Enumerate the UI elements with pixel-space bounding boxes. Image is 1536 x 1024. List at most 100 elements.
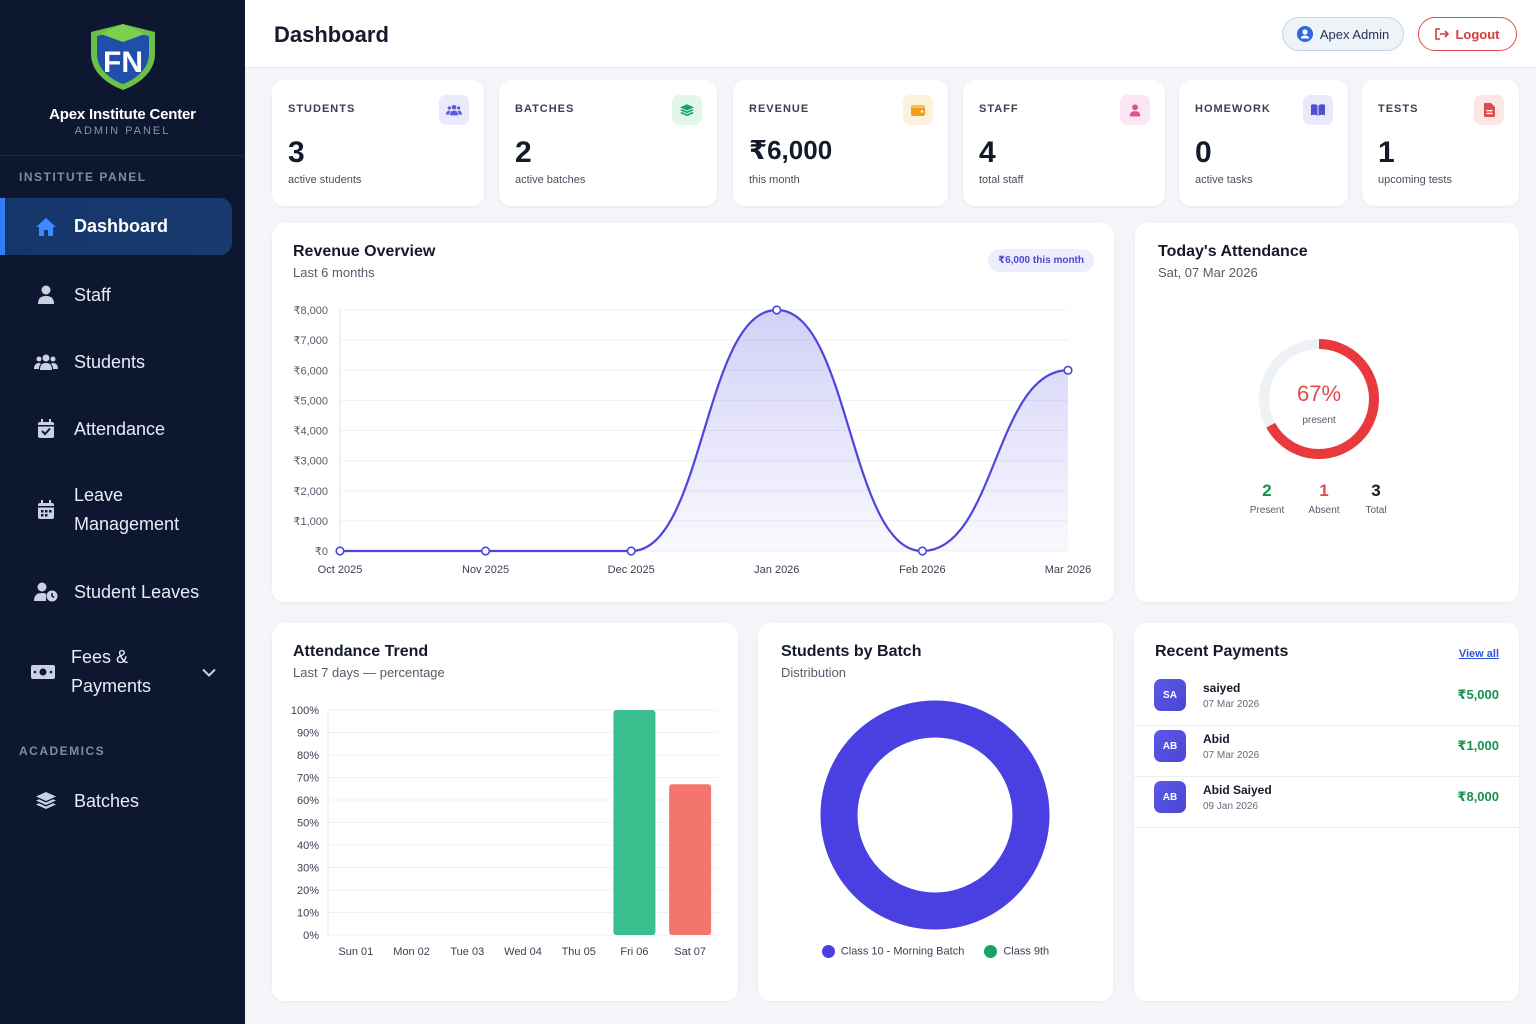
y-tick-label: 0% <box>303 930 319 942</box>
section-label-institute: INSTITUTE PANEL <box>19 170 147 184</box>
layers-icon <box>672 95 702 125</box>
revenue-point[interactable] <box>1063 365 1073 375</box>
y-tick-label: ₹5,000 <box>293 395 328 407</box>
sidebar-item-dashboard[interactable]: Dashboard <box>0 198 232 255</box>
revenue-point[interactable] <box>335 546 345 556</box>
sidebar: FN Apex Institute Center ADMIN PANEL INS… <box>0 0 245 1024</box>
users-icon <box>439 95 469 125</box>
trend-bar[interactable] <box>669 784 712 935</box>
payment-date: 09 Jan 2026 <box>1203 801 1259 812</box>
logout-icon <box>1435 28 1450 40</box>
payer-name: saiyed <box>1203 681 1241 695</box>
stat-label: STUDENTS <box>288 103 356 115</box>
sidebar-item-label: Dashboard <box>74 216 169 236</box>
avatar: AB <box>1154 730 1186 762</box>
sidebar-item-students[interactable]: Students <box>0 335 232 389</box>
y-tick-label: 80% <box>297 750 319 762</box>
stat-sub: upcoming tests <box>1378 174 1452 186</box>
avatar: AB <box>1154 781 1186 813</box>
section-label-academics: ACADEMICS <box>19 744 106 758</box>
y-tick-label: ₹0 <box>315 546 328 558</box>
legend-dot <box>984 945 998 958</box>
brand-name: Apex Institute Center <box>49 106 196 123</box>
y-tick-label: ₹2,000 <box>293 486 328 498</box>
y-tick-label: ₹3,000 <box>293 456 328 468</box>
svg-text:FN: FN <box>103 46 143 79</box>
logo-icon: FN <box>90 24 155 90</box>
payments-title: Recent Payments <box>1155 643 1289 660</box>
x-tick-label: Mar 2026 <box>1045 564 1091 576</box>
x-tick-label: Jan 2026 <box>754 564 799 576</box>
sidebar-item-fees-payments[interactable]: Fees & Payments <box>0 643 232 701</box>
y-tick-label: 70% <box>297 773 319 785</box>
revenue-point[interactable] <box>772 305 782 315</box>
logout-label: Logout <box>1455 26 1500 42</box>
stat-label: REVENUE <box>749 103 810 115</box>
batch-slice[interactable] <box>820 700 1050 930</box>
legend-item[interactable]: Class 10 - Morning Batch <box>821 945 965 958</box>
sidebar-item-label: Students <box>74 351 146 372</box>
payer-name: Abid Saiyed <box>1203 783 1272 797</box>
sidebar-item-label: Management <box>74 514 180 534</box>
present-count: 2 <box>1262 481 1272 500</box>
sidebar-item-leave-management[interactable]: Leave Management <box>0 480 232 540</box>
view-all-link[interactable]: View all <box>1458 648 1499 660</box>
legend-label: Class 10 - Morning Batch <box>840 945 965 958</box>
x-tick-label: Wed 04 <box>504 946 542 958</box>
sidebar-item-student-leaves[interactable]: Student Leaves <box>0 565 232 619</box>
recent-payments-card: Recent Payments View all SA saiyed 07 Ma… <box>1134 623 1519 1001</box>
user-icon <box>34 283 58 307</box>
revenue-point[interactable] <box>917 546 928 556</box>
top-header: Dashboard Apex Admin Logout <box>245 0 1536 68</box>
attendance-ring-progress <box>1259 339 1379 459</box>
trend-bar[interactable] <box>613 710 656 935</box>
sidebar-item-label: Attendance <box>74 418 166 439</box>
stat-card-students: STUDENTS 3 active students <box>272 80 484 206</box>
trend-title: Attendance Trend <box>293 643 429 660</box>
sidebar-item-staff[interactable]: Staff <box>0 268 232 322</box>
admin-profile-button[interactable]: Apex Admin <box>1282 17 1404 51</box>
absent-label: Absent <box>1308 505 1340 516</box>
logout-button[interactable]: Logout <box>1418 17 1517 51</box>
present-label: Present <box>1249 505 1285 516</box>
layers-icon <box>34 789 58 813</box>
brand-subtitle: ADMIN PANEL <box>74 125 171 137</box>
y-tick-label: ₹8,000 <box>293 305 328 317</box>
sidebar-item-batches[interactable]: Batches <box>0 774 232 828</box>
y-tick-label: 10% <box>297 908 319 920</box>
revenue-chart: ₹0 ₹1,000 ₹2,000 ₹3,000 ₹4,000 ₹5,000 ₹6,000 ₹7… <box>293 305 1091 576</box>
stat-value: 4 <box>979 136 996 169</box>
stat-sub: active batches <box>515 174 586 186</box>
payment-row[interactable]: AB Abid 07 Mar 2026 ₹1,000 <box>1134 726 1519 777</box>
x-tick-label: Dec 2025 <box>608 564 655 576</box>
y-tick-label: ₹1,000 <box>293 516 328 528</box>
payment-row[interactable]: AB Abid Saiyed 09 Jan 2026 ₹8,000 <box>1134 777 1519 828</box>
user-icon <box>1120 95 1150 125</box>
file-icon <box>1474 95 1504 125</box>
users-icon <box>34 350 58 374</box>
revenue-point[interactable] <box>626 546 636 556</box>
legend-label: Class 9th <box>1003 945 1050 958</box>
attendance-trend-chart: 0% 10% 20% 30% 40% 50% 60% 70% 80% 90% 100% Sun 01 M… <box>291 705 718 958</box>
stat-label: STAFF <box>979 103 1019 115</box>
stat-sub: active students <box>288 174 362 186</box>
batch-donut-chart <box>820 700 1050 930</box>
legend-item[interactable]: Class 9th <box>984 945 1049 958</box>
x-tick-label: Sun 01 <box>338 946 373 958</box>
batch-legend: Class 10 - Morning Batch Class 9th <box>758 945 1113 958</box>
stat-value: 1 <box>1378 136 1395 169</box>
revenue-overview-card: Revenue Overview Last 6 months ₹6,000 th… <box>272 223 1114 602</box>
chevron-down-icon[interactable] <box>202 662 216 683</box>
admin-label: Apex Admin <box>1319 26 1390 42</box>
money-icon <box>31 660 55 684</box>
absent-count: 1 <box>1319 481 1329 500</box>
sidebar-item-attendance[interactable]: Attendance <box>0 402 232 456</box>
stat-card-homework: HOMEWORK 0 active tasks <box>1179 80 1348 206</box>
x-tick-label: Nov 2025 <box>462 564 509 576</box>
home-icon <box>34 215 58 239</box>
y-tick-label: 100% <box>291 705 319 717</box>
attendance-ring-chart: 67% present <box>1259 339 1379 459</box>
revenue-point[interactable] <box>481 546 491 556</box>
attendance-trend-card: Attendance Trend Last 7 days — percentag… <box>272 623 738 1001</box>
payment-row[interactable]: SA saiyed 07 Mar 2026 ₹5,000 <box>1134 675 1519 726</box>
